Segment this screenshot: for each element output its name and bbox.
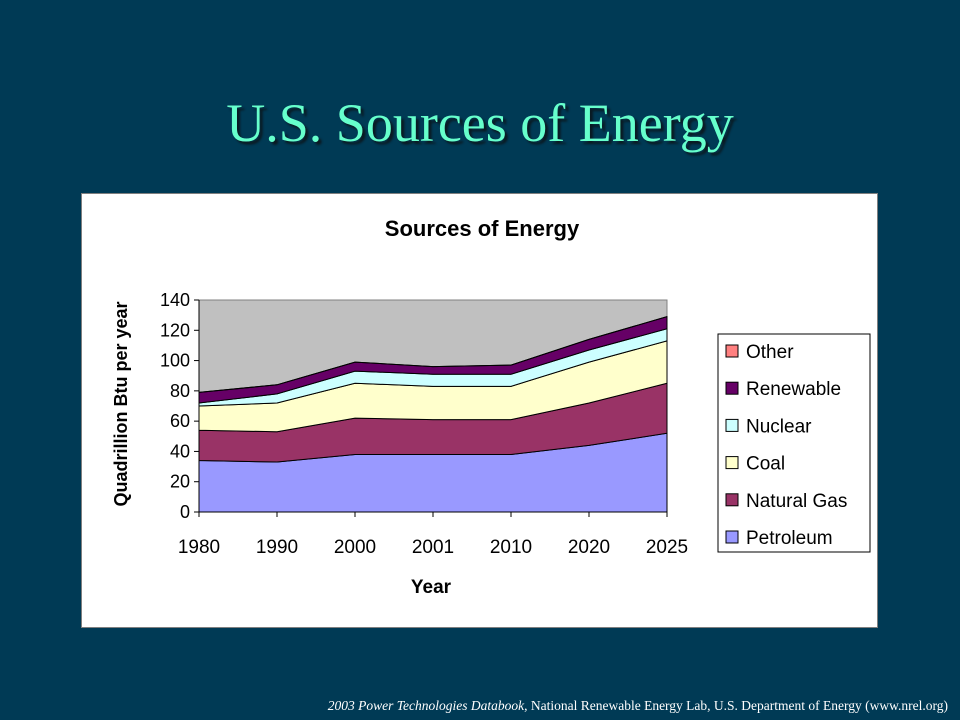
x-axis-label: Year — [411, 577, 452, 598]
x-tick-label: 2010 — [490, 537, 532, 558]
x-tick-label: 2020 — [568, 537, 610, 558]
y-tick-label: 100 — [160, 351, 190, 371]
legend-label-natural-gas: Natural Gas — [746, 491, 847, 512]
legend-swatch-renewable — [725, 381, 739, 395]
y-tick-label: 120 — [160, 320, 190, 340]
source-footer: 2003 Power Technologies Databook, Nation… — [328, 698, 948, 714]
plot-area: 0 20 40 60 80 100 120 140 1980 1990 2000 2001 2010 20… — [160, 290, 688, 558]
y-tick-label: 40 — [170, 441, 190, 461]
chart-title: Sources of Energy — [385, 216, 580, 241]
y-tick-label: 0 — [180, 502, 190, 522]
x-tick-label: 1980 — [178, 537, 220, 558]
legend-label-other: Other — [746, 342, 794, 363]
x-tick-label: 2025 — [646, 537, 688, 558]
legend-label-renewable: Renewable — [746, 379, 841, 400]
chart-panel: Sources of Energy Quadrillion Btu per ye… — [81, 193, 878, 628]
footer-source-rest: , National Renewable Energy Lab, U.S. De… — [524, 698, 948, 713]
x-tick-label: 1990 — [256, 537, 298, 558]
energy-area-chart: Sources of Energy Quadrillion Btu per ye… — [111, 216, 871, 598]
legend-swatch-nuclear — [725, 418, 739, 432]
footer-source-title: 2003 Power Technologies Databook — [327, 698, 525, 713]
y-tick-label: 60 — [170, 411, 190, 431]
legend-swatch-other — [725, 344, 739, 358]
x-tick-label: 2000 — [334, 537, 376, 558]
y-axis-label: Quadrillion Btu per year — [111, 301, 131, 506]
y-tick-label: 140 — [160, 290, 190, 310]
x-tick-label: 2001 — [412, 537, 454, 558]
legend-label-petroleum: Petroleum — [746, 528, 833, 549]
y-tick-label: 20 — [170, 472, 190, 492]
y-tick-label: 80 — [170, 381, 190, 401]
legend-swatch-petroleum — [725, 530, 739, 544]
legend-label-nuclear: Nuclear — [746, 416, 812, 437]
legend-swatch-natural-gas — [725, 493, 739, 507]
legend-box — [717, 333, 871, 553]
legend-label-coal: Coal — [746, 454, 785, 475]
legend-swatch-coal — [725, 456, 739, 470]
chart-legend: Other Renewable Nuclear Coal Natural Gas Petr… — [717, 333, 871, 553]
slide-title: U.S. Sources of Energy — [226, 93, 734, 153]
